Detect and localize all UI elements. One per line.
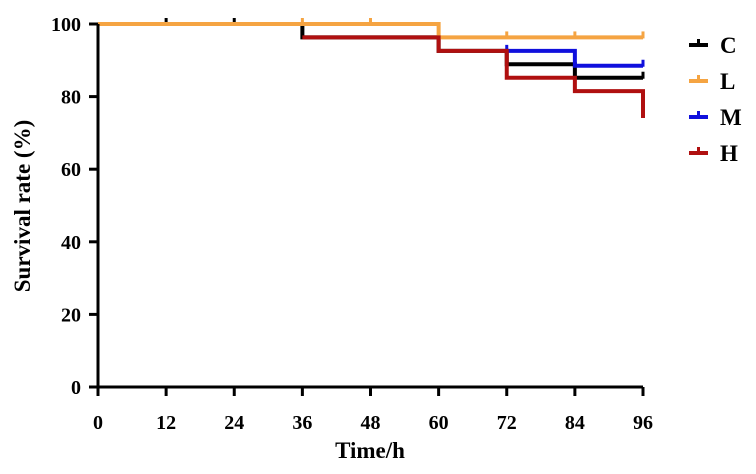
legend-label: M <box>720 105 742 130</box>
y-tick-label: 80 <box>61 87 81 109</box>
x-tick-label: 12 <box>156 412 176 434</box>
x-tick-label: 24 <box>224 412 244 434</box>
x-axis-title: Time/h <box>335 438 405 463</box>
y-tick-label: 60 <box>61 159 81 181</box>
ticks-layer: 0 12 24 36 48 60 72 84 96 0 20 40 60 80 100 <box>51 14 653 434</box>
x-tick-label: 96 <box>633 412 653 434</box>
y-tick-label: 100 <box>51 14 81 36</box>
x-tick-label: 84 <box>565 412 585 434</box>
x-tick-label: 60 <box>429 412 449 434</box>
series-line-l <box>98 22 643 40</box>
legend-item-c: C <box>689 33 737 58</box>
x-tick-label: 36 <box>292 412 312 434</box>
legend-item-l: L <box>689 69 735 94</box>
legend-label: L <box>720 69 735 94</box>
y-tick-label: 20 <box>61 304 81 326</box>
y-tick-label: 40 <box>61 232 81 254</box>
series-line-h <box>302 35 645 119</box>
x-tick-label: 0 <box>93 412 103 434</box>
y-axis-title: Survival rate (%) <box>10 120 35 292</box>
x-tick-label: 72 <box>497 412 517 434</box>
legend-label: H <box>720 141 738 166</box>
legend-label: C <box>720 33 737 58</box>
y-tick-label: 0 <box>71 377 81 399</box>
series-line-m <box>506 48 643 68</box>
legend-item-h: H <box>689 141 738 166</box>
series-layer <box>98 18 645 119</box>
x-tick-label: 48 <box>361 412 381 434</box>
legend-item-m: M <box>689 105 742 130</box>
